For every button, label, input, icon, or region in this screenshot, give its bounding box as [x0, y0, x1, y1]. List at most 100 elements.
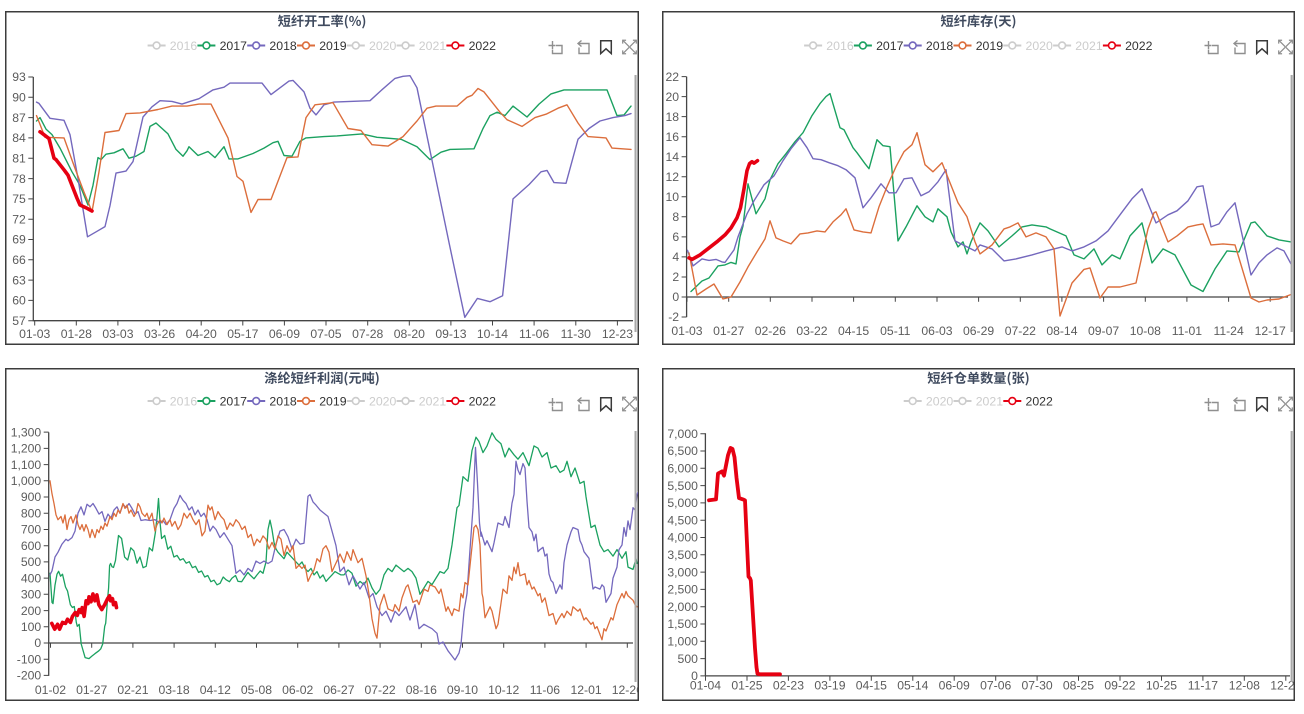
svg-text:1,500: 1,500: [667, 617, 698, 631]
svg-text:2022: 2022: [469, 39, 497, 53]
svg-text:04-15: 04-15: [838, 324, 869, 338]
svg-text:2022: 2022: [1125, 39, 1153, 53]
svg-text:01-03: 01-03: [19, 327, 50, 341]
svg-text:2018: 2018: [269, 395, 297, 409]
svg-text:2021: 2021: [976, 395, 1004, 409]
svg-text:03-26: 03-26: [144, 327, 175, 341]
svg-text:2,500: 2,500: [667, 583, 698, 597]
svg-text:22: 22: [666, 70, 680, 84]
svg-text:700: 700: [21, 523, 42, 537]
svg-text:2019: 2019: [319, 39, 347, 53]
svg-text:05-11: 05-11: [880, 324, 910, 338]
svg-text:11-30: 11-30: [561, 327, 591, 341]
svg-text:05-14: 05-14: [897, 679, 928, 693]
svg-text:07-22: 07-22: [1005, 324, 1036, 338]
svg-text:10-14: 10-14: [477, 327, 508, 341]
svg-text:16: 16: [666, 130, 680, 144]
svg-text:06-29: 06-29: [963, 324, 994, 338]
svg-text:12-29: 12-29: [1270, 679, 1301, 693]
svg-text:2022: 2022: [469, 395, 497, 409]
svg-text:1,000: 1,000: [667, 635, 698, 649]
svg-text:4: 4: [672, 250, 679, 264]
svg-text:87: 87: [12, 111, 26, 125]
svg-text:200: 200: [21, 604, 42, 618]
svg-text:1,300: 1,300: [11, 425, 42, 439]
svg-text:01-03: 01-03: [671, 324, 702, 338]
svg-text:08-25: 08-25: [1063, 679, 1094, 693]
svg-text:12: 12: [666, 170, 680, 184]
svg-text:2017: 2017: [876, 39, 904, 53]
svg-text:2017: 2017: [220, 39, 248, 53]
svg-text:07-30: 07-30: [1022, 679, 1053, 693]
svg-text:09-10: 09-10: [447, 683, 478, 697]
svg-text:2021: 2021: [419, 395, 447, 409]
svg-text:1,100: 1,100: [11, 458, 42, 472]
svg-text:7,000: 7,000: [667, 427, 698, 441]
svg-text:12-01: 12-01: [571, 683, 602, 697]
svg-text:09-22: 09-22: [1104, 679, 1135, 693]
svg-text:11-17: 11-17: [1188, 679, 1218, 693]
svg-text:2021: 2021: [1075, 39, 1103, 53]
svg-text:3,000: 3,000: [667, 565, 698, 579]
svg-text:04-12: 04-12: [200, 683, 231, 697]
svg-text:2016: 2016: [170, 395, 198, 409]
svg-text:12-26: 12-26: [612, 683, 643, 697]
svg-text:2021: 2021: [419, 39, 447, 53]
svg-text:81: 81: [12, 151, 26, 165]
svg-text:01-27: 01-27: [713, 324, 744, 338]
svg-text:05-17: 05-17: [227, 327, 258, 341]
svg-text:06-02: 06-02: [282, 683, 313, 697]
svg-text:5,000: 5,000: [667, 496, 698, 510]
svg-text:03-19: 03-19: [814, 679, 845, 693]
svg-text:500: 500: [21, 555, 42, 569]
svg-text:6: 6: [672, 230, 679, 244]
svg-text:06-09: 06-09: [939, 679, 970, 693]
svg-text:2020: 2020: [369, 39, 397, 53]
svg-text:60: 60: [12, 294, 26, 308]
svg-text:78: 78: [12, 172, 26, 186]
svg-text:100: 100: [21, 620, 42, 634]
svg-text:01-04: 01-04: [690, 679, 721, 693]
svg-text:5,500: 5,500: [667, 479, 698, 493]
svg-text:2016: 2016: [170, 39, 198, 53]
svg-text:63: 63: [12, 273, 26, 287]
svg-text:2020: 2020: [369, 395, 397, 409]
svg-text:-100: -100: [17, 652, 42, 666]
svg-text:2016: 2016: [826, 39, 854, 53]
svg-text:8: 8: [672, 210, 679, 224]
svg-text:1,000: 1,000: [11, 474, 42, 488]
svg-text:08-16: 08-16: [406, 683, 437, 697]
svg-text:2019: 2019: [976, 39, 1004, 53]
svg-text:75: 75: [12, 192, 26, 206]
svg-text:0: 0: [691, 669, 698, 683]
svg-text:2019: 2019: [319, 395, 347, 409]
svg-text:01-28: 01-28: [61, 327, 92, 341]
svg-text:800: 800: [21, 506, 42, 520]
svg-text:03-18: 03-18: [159, 683, 190, 697]
svg-text:2018: 2018: [269, 39, 297, 53]
svg-text:01-25: 01-25: [731, 679, 762, 693]
svg-text:01-02: 01-02: [35, 683, 66, 697]
svg-text:600: 600: [21, 539, 42, 553]
svg-text:900: 900: [21, 490, 42, 504]
svg-text:11-06: 11-06: [530, 683, 560, 697]
svg-text:6,500: 6,500: [667, 444, 698, 458]
svg-text:07-22: 07-22: [365, 683, 396, 697]
svg-text:06-27: 06-27: [323, 683, 354, 697]
svg-text:08-14: 08-14: [1046, 324, 1077, 338]
svg-text:06-09: 06-09: [269, 327, 300, 341]
svg-text:11-01: 11-01: [1172, 324, 1202, 338]
svg-text:10: 10: [666, 190, 680, 204]
svg-text:-2: -2: [668, 310, 679, 324]
svg-text:11-24: 11-24: [1213, 324, 1243, 338]
svg-text:-200: -200: [17, 669, 42, 683]
svg-text:69: 69: [12, 233, 26, 247]
svg-text:05-08: 05-08: [241, 683, 272, 697]
svg-text:01-27: 01-27: [76, 683, 107, 697]
svg-text:07-05: 07-05: [310, 327, 341, 341]
svg-text:02-26: 02-26: [755, 324, 786, 338]
svg-text:06-03: 06-03: [921, 324, 952, 338]
svg-text:500: 500: [678, 652, 699, 666]
svg-text:03-03: 03-03: [102, 327, 133, 341]
svg-text:3,500: 3,500: [667, 548, 698, 562]
